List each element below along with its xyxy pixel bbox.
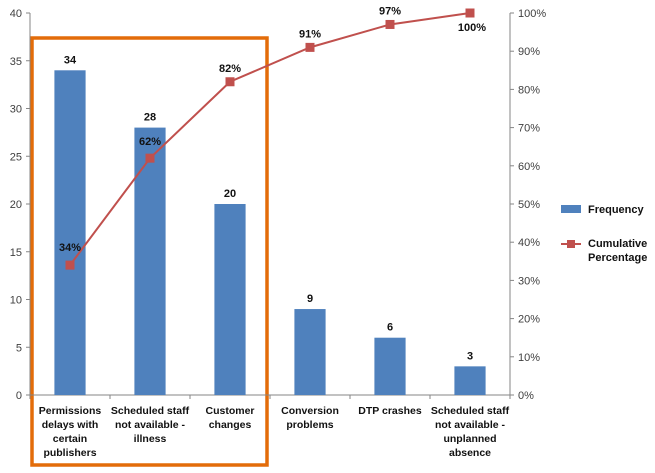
y-right-tick-label: 30% bbox=[518, 275, 540, 287]
cumulative-value-label: 34% bbox=[59, 242, 81, 254]
category-label: Scheduled staff not available - unplanned a… bbox=[431, 405, 510, 459]
legend-cumulative-marker bbox=[567, 240, 575, 248]
legend-cumulative-label-line: Cumulative bbox=[588, 238, 647, 250]
y-left-tick-label: 15 bbox=[10, 247, 22, 259]
cumulative-line bbox=[69, 12, 471, 266]
y-right-tick-label: 70% bbox=[518, 123, 540, 135]
category-label-line: DTP crashes bbox=[358, 405, 422, 417]
cumulative-value-label: 62% bbox=[139, 136, 161, 148]
bar-value-label: 34 bbox=[64, 54, 77, 66]
category-label-line: Scheduled staff bbox=[111, 405, 190, 417]
category-label-line: Customer bbox=[205, 405, 254, 417]
legend-cumulative-label: Cumulative Percentage bbox=[588, 238, 647, 264]
cumulative-marker-1 bbox=[145, 153, 155, 163]
category-label: Customer changes bbox=[205, 405, 254, 431]
category-label-line: not available - bbox=[115, 419, 186, 431]
cumulative-value-label: 82% bbox=[219, 63, 241, 75]
category-label: Scheduled staff not available - illness bbox=[111, 405, 190, 445]
cumulative-marker-4 bbox=[385, 19, 395, 29]
y-left-tick-label: 20 bbox=[10, 199, 22, 211]
y-left-tick-label: 35 bbox=[10, 56, 22, 68]
category-label-line: absence bbox=[449, 447, 491, 459]
y-right-tick-label: 40% bbox=[518, 237, 540, 249]
y-left-tick-label: 40 bbox=[10, 8, 22, 20]
category-label-line: certain bbox=[53, 433, 87, 445]
category-label: Conversion problems bbox=[281, 405, 339, 431]
y-left-tick-label: 30 bbox=[10, 104, 22, 116]
category-label-line: unplanned bbox=[443, 433, 496, 445]
cumulative-marker-0 bbox=[65, 260, 75, 270]
cumulative-marker-5 bbox=[465, 8, 475, 18]
bar-value-label: 20 bbox=[224, 188, 236, 200]
cumulative-value-label: 97% bbox=[379, 5, 401, 17]
category-label-line: changes bbox=[209, 419, 252, 431]
legend-frequency-label: Frequency bbox=[588, 204, 645, 216]
y-left-tick-label: 10 bbox=[10, 295, 22, 307]
bar-frequency-5 bbox=[454, 366, 486, 395]
bar-value-label: 9 bbox=[307, 293, 313, 305]
bar-value-label: 28 bbox=[144, 112, 156, 124]
category-label-line: not available - bbox=[435, 419, 506, 431]
category-label-line: Permissions bbox=[39, 405, 102, 417]
cumulative-value-label: 100% bbox=[458, 22, 486, 34]
legend-frequency-swatch bbox=[561, 205, 581, 213]
category-label: DTP crashes bbox=[358, 405, 422, 417]
cumulative-marker-3 bbox=[305, 42, 315, 52]
category-label-line: Scheduled staff bbox=[431, 405, 510, 417]
y-right-tick-label: 60% bbox=[518, 161, 540, 173]
y-right-tick-label: 100% bbox=[518, 8, 546, 20]
category-label-line: delays with bbox=[42, 419, 99, 431]
y-right-tick-label: 80% bbox=[518, 84, 540, 96]
category-label-line: Conversion bbox=[281, 405, 339, 417]
y-left-tick-label: 25 bbox=[10, 151, 22, 163]
y-right-tick-label: 0% bbox=[518, 390, 534, 402]
bar-frequency-4 bbox=[374, 337, 406, 395]
category-label-line: problems bbox=[286, 419, 333, 431]
cumulative-marker-2 bbox=[225, 77, 235, 87]
y-left-tick-label: 0 bbox=[16, 390, 22, 402]
bar-value-label: 3 bbox=[467, 350, 473, 362]
y-right-tick-label: 50% bbox=[518, 199, 540, 211]
y-left-tick-label: 5 bbox=[16, 342, 22, 354]
bar-frequency-0 bbox=[54, 70, 86, 396]
y-right-tick-label: 90% bbox=[518, 46, 540, 58]
highlight-box bbox=[30, 36, 269, 467]
legend-cumulative-label-line: Percentage bbox=[588, 252, 647, 264]
y-right-tick-label: 20% bbox=[518, 314, 540, 326]
cumulative-value-label: 91% bbox=[299, 28, 321, 40]
category-label: Permissions delays with certain publishers bbox=[39, 405, 102, 459]
category-label-line: publishers bbox=[43, 447, 96, 459]
bar-frequency-3 bbox=[294, 309, 326, 395]
y-right-tick-label: 10% bbox=[518, 352, 540, 364]
category-label-line: illness bbox=[134, 433, 167, 445]
bar-value-label: 6 bbox=[387, 322, 393, 334]
bar-frequency-1 bbox=[134, 127, 166, 395]
bar-frequency-2 bbox=[214, 204, 246, 395]
